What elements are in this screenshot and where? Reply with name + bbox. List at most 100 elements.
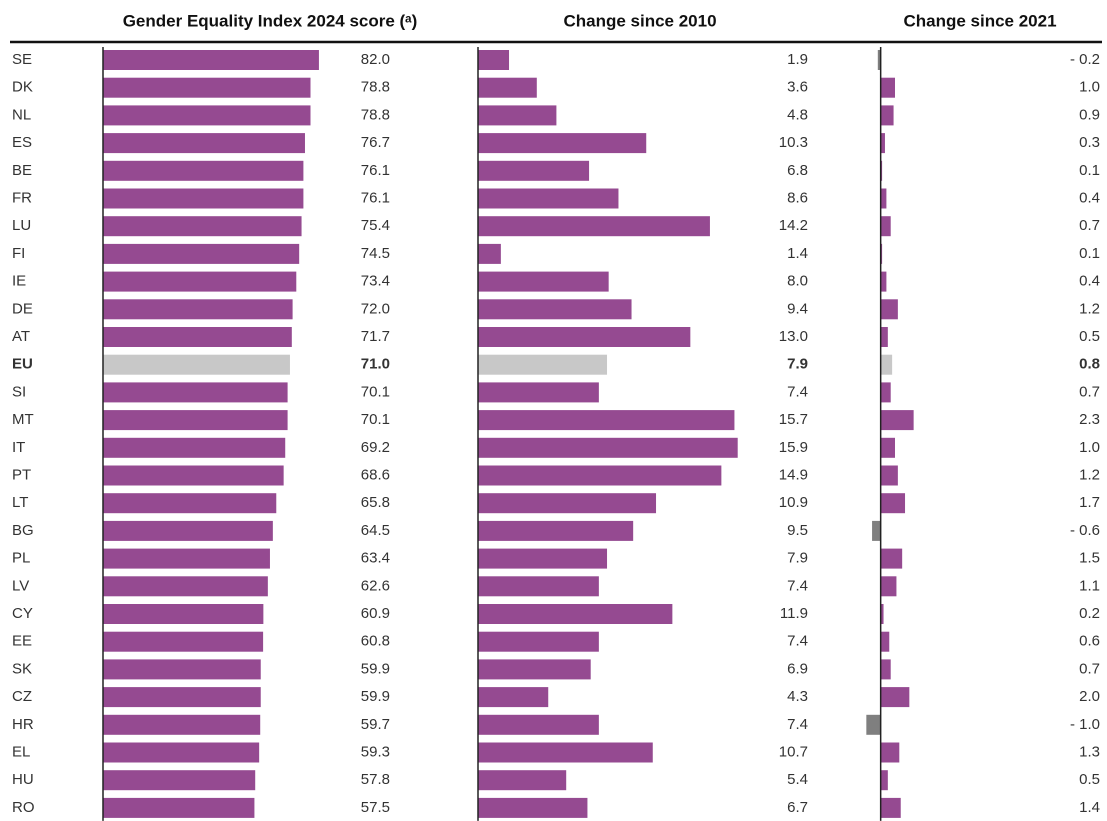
bar	[103, 465, 284, 486]
bar	[103, 520, 273, 541]
bar	[103, 299, 293, 320]
value-label: 6.7	[787, 799, 808, 816]
value-label: 63.4	[361, 550, 390, 567]
bar	[103, 160, 304, 181]
value-label: 0.6	[1079, 633, 1100, 650]
value-label: 0.5	[1079, 328, 1100, 345]
value-label: 14.9	[779, 466, 808, 483]
bar	[103, 631, 264, 652]
bar	[103, 742, 260, 763]
value-label: 15.7	[779, 411, 808, 428]
bar	[103, 797, 255, 818]
value-label: 71.0	[361, 356, 390, 373]
bar	[880, 410, 914, 431]
bar	[880, 493, 906, 514]
bar	[478, 216, 710, 237]
value-label: 0.5	[1079, 771, 1100, 788]
bar	[478, 493, 657, 514]
bar	[880, 299, 898, 320]
bar	[103, 382, 288, 403]
value-label: 1.3	[1079, 743, 1100, 760]
category-label: PT	[12, 466, 31, 483]
bar	[478, 520, 634, 541]
bar	[880, 576, 897, 597]
value-label: 82.0	[361, 51, 390, 68]
category-label: LT	[12, 494, 28, 511]
bar	[880, 77, 895, 98]
value-label: 7.9	[787, 550, 808, 567]
bar	[478, 659, 591, 680]
value-label: 4.8	[787, 106, 808, 123]
value-label: 6.9	[787, 660, 808, 677]
value-label: 57.5	[361, 799, 390, 816]
value-label: 59.7	[361, 716, 390, 733]
value-label: 74.5	[361, 245, 390, 262]
value-label: 1.2	[1079, 300, 1100, 317]
panel-title: Change since 2021	[903, 11, 1056, 30]
bar	[880, 437, 895, 458]
value-label: 59.3	[361, 743, 390, 760]
category-label: LV	[12, 577, 29, 594]
value-label: 6.8	[787, 162, 808, 179]
category-label: RO	[12, 799, 35, 816]
category-label: AT	[12, 328, 30, 345]
value-label: 4.3	[787, 688, 808, 705]
bar	[478, 631, 599, 652]
bar	[478, 77, 537, 98]
category-label: ES	[12, 134, 32, 151]
value-label: 15.9	[779, 439, 808, 456]
bar	[880, 604, 884, 624]
bar	[103, 243, 300, 264]
bar	[478, 327, 691, 347]
bar	[103, 687, 261, 708]
bar	[478, 576, 599, 597]
category-label: HR	[12, 716, 34, 733]
value-label: 76.1	[361, 162, 390, 179]
category-label: BG	[12, 522, 34, 539]
value-label: 0.7	[1079, 383, 1100, 400]
bar	[880, 327, 888, 347]
bar	[478, 797, 588, 818]
category-label: SK	[12, 660, 32, 677]
bar	[103, 354, 290, 375]
bar	[478, 742, 653, 763]
value-label: 65.8	[361, 494, 390, 511]
bar	[478, 133, 647, 154]
value-label: 0.4	[1079, 273, 1100, 290]
value-label: 13.0	[779, 328, 808, 345]
value-label: 69.2	[361, 439, 390, 456]
category-label: SE	[12, 51, 32, 68]
category-label: IT	[12, 439, 25, 456]
bar	[103, 216, 302, 237]
bar	[478, 548, 608, 569]
value-label: 78.8	[361, 79, 390, 96]
value-label: 7.4	[787, 383, 808, 400]
bar	[880, 465, 898, 486]
category-label: CZ	[12, 688, 32, 705]
value-label: 0.7	[1079, 217, 1100, 234]
value-label: 7.9	[787, 356, 808, 373]
value-label: 0.9	[1079, 106, 1100, 123]
value-label: 1.4	[1079, 799, 1100, 816]
value-label: 70.1	[361, 383, 390, 400]
bar	[880, 105, 894, 126]
panel-title: Gender Equality Index 2024 score (ᵃ)	[123, 11, 418, 30]
bar	[478, 105, 557, 126]
value-label: 9.4	[787, 300, 808, 317]
value-label: 60.9	[361, 605, 390, 622]
bar	[103, 714, 261, 735]
value-label: 1.5	[1079, 550, 1100, 567]
value-label: 0.4	[1079, 189, 1100, 206]
bar	[103, 437, 286, 458]
bar	[880, 216, 891, 237]
value-label: 76.7	[361, 134, 390, 151]
value-label: 70.1	[361, 411, 390, 428]
bar	[880, 133, 885, 154]
value-label: 1.2	[1079, 466, 1100, 483]
category-label: EE	[12, 633, 32, 650]
bar	[103, 271, 297, 292]
bar	[103, 410, 288, 431]
value-label: - 1.0	[1070, 716, 1100, 733]
bar	[478, 770, 567, 791]
bar	[880, 188, 887, 209]
